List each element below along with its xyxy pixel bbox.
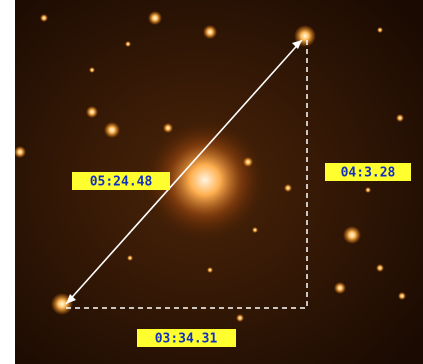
distance-label: 05:24.48	[90, 175, 153, 190]
dy-label: 04:3.28	[341, 166, 396, 181]
dx-label: 03:34.31	[155, 332, 218, 347]
sky-image-view: 05:24.48 04:3.28 03:34.31	[0, 0, 423, 364]
